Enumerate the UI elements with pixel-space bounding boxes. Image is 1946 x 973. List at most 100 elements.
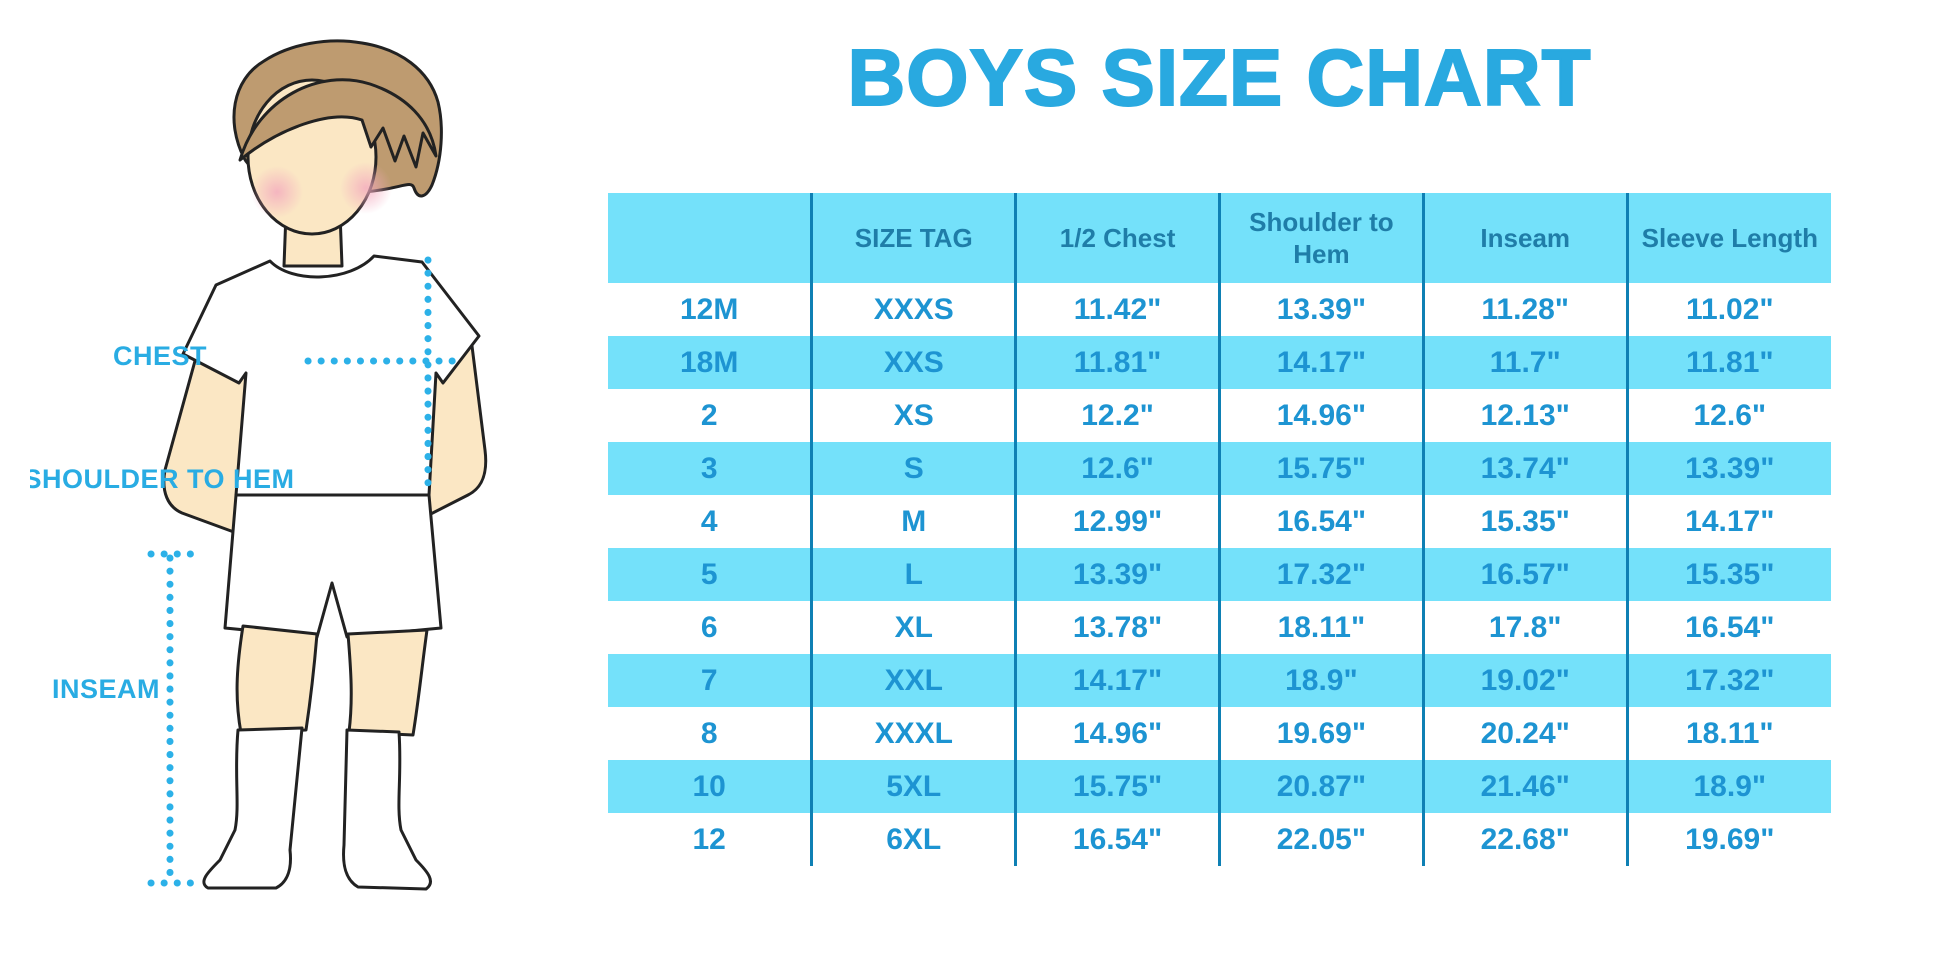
cell-size-tag: XXXS xyxy=(811,283,1018,336)
cell-half-chest: 14.17" xyxy=(1015,654,1221,707)
inseam-label: INSEAM xyxy=(52,674,160,704)
cell-shoulder-to-hem: 14.17" xyxy=(1219,336,1425,389)
right-leg xyxy=(346,628,429,737)
cell-inseam: 16.57" xyxy=(1423,548,1629,601)
table-row: 4 M 12.99" 16.54" 15.35" 14.17" xyxy=(608,495,1831,548)
cell-sleeve-length: 15.35" xyxy=(1627,548,1831,601)
cell-shoulder-to-hem: 16.54" xyxy=(1219,495,1425,548)
right-sock xyxy=(342,728,432,891)
cheek-right xyxy=(340,162,392,214)
cell-half-chest: 11.81" xyxy=(1015,336,1221,389)
cell-size-tag: XXXL xyxy=(811,707,1018,760)
cell-size: 5 xyxy=(608,548,814,601)
cell-shoulder-to-hem: 22.05" xyxy=(1219,813,1425,866)
left-leg xyxy=(235,624,319,735)
table-row: 18M XXS 11.81" 14.17" 11.7" 11.81" xyxy=(608,336,1831,389)
table-row: 12M XXXS 11.42" 13.39" 11.28" 11.02" xyxy=(608,283,1831,336)
cell-shoulder-to-hem: 15.75" xyxy=(1219,442,1425,495)
cell-shoulder-to-hem: 17.32" xyxy=(1219,548,1425,601)
cell-shoulder-to-hem: 13.39" xyxy=(1219,283,1425,336)
cell-inseam: 15.35" xyxy=(1423,495,1629,548)
table-row: 10 5XL 15.75" 20.87" 21.46" 18.9" xyxy=(608,760,1831,813)
cell-size-tag: S xyxy=(811,442,1018,495)
cell-half-chest: 12.99" xyxy=(1015,495,1221,548)
table-row: 7 XXL 14.17" 18.9" 19.02" 17.32" xyxy=(608,654,1831,707)
cell-inseam: 19.02" xyxy=(1423,654,1629,707)
col-header-size-tag: SIZE TAG xyxy=(811,193,1018,283)
cell-size-tag: 5XL xyxy=(811,760,1018,813)
cell-size-tag: XXS xyxy=(811,336,1018,389)
cell-size: 12 xyxy=(608,813,814,866)
col-header-inseam: Inseam xyxy=(1423,193,1629,283)
cell-size: 3 xyxy=(608,442,814,495)
cell-size-tag: XXL xyxy=(811,654,1018,707)
col-header-blank xyxy=(608,193,814,283)
cell-inseam: 11.28" xyxy=(1423,283,1629,336)
table-row: 3 S 12.6" 15.75" 13.74" 13.39" xyxy=(608,442,1831,495)
table-row: 2 XS 12.2" 14.96" 12.13" 12.6" xyxy=(608,389,1831,442)
cell-half-chest: 14.96" xyxy=(1015,707,1221,760)
cell-size-tag: 6XL xyxy=(811,813,1018,866)
cell-inseam: 21.46" xyxy=(1423,760,1629,813)
cell-half-chest: 13.78" xyxy=(1015,601,1221,654)
boy-illustration: CHEST SHOULDER TO HEM INSEAM xyxy=(30,39,488,891)
cell-half-chest: 11.42" xyxy=(1015,283,1221,336)
cell-size: 8 xyxy=(608,707,814,760)
size-table: SIZE TAG 1/2 Chest Shoulder to Hem Insea… xyxy=(608,193,1831,866)
cell-size-tag: XL xyxy=(811,601,1018,654)
cell-half-chest: 12.2" xyxy=(1015,389,1221,442)
cell-size: 7 xyxy=(608,654,814,707)
cell-sleeve-length: 11.02" xyxy=(1685,292,1774,326)
cell-half-chest: 12.6" xyxy=(1015,442,1221,495)
cell-size: 2 xyxy=(608,389,814,442)
cell-size: 4 xyxy=(608,495,814,548)
cell-inseam: 17.8" xyxy=(1423,601,1629,654)
cell-sleeve-length: 18.11" xyxy=(1685,716,1774,750)
cell-sleeve-length: 12.6" xyxy=(1693,398,1767,432)
cell-sleeve-length: 14.17" xyxy=(1685,504,1775,538)
cell-half-chest: 13.39" xyxy=(1015,548,1221,601)
cell-size-tag: XS xyxy=(811,389,1018,442)
t-shirt xyxy=(181,254,481,497)
shorts xyxy=(223,493,443,639)
cell-shoulder-to-hem: 14.96" xyxy=(1219,389,1425,442)
cell-shoulder-to-hem: 19.69" xyxy=(1219,707,1425,760)
hair-fringe xyxy=(238,78,438,169)
table-row: 12 6XL 16.54" 22.05" 22.68" 19.69" xyxy=(608,813,1831,866)
chest-label: CHEST xyxy=(113,341,207,371)
cell-shoulder-to-hem: 20.87" xyxy=(1219,760,1425,813)
cell-size: 6 xyxy=(608,601,814,654)
cheek-left xyxy=(251,166,303,218)
cell-size: 18M xyxy=(608,336,814,389)
cell-inseam: 22.68" xyxy=(1423,813,1629,866)
cell-inseam: 20.24" xyxy=(1423,707,1629,760)
boy-measurement-figure: CHEST SHOULDER TO HEM INSEAM xyxy=(30,25,530,925)
shoulder-to-hem-label: SHOULDER TO HEM xyxy=(30,464,295,494)
cell-sleeve-length: 19.69" xyxy=(1685,822,1775,856)
cell-inseam: 13.74" xyxy=(1423,442,1629,495)
cell-inseam: 12.13" xyxy=(1423,389,1629,442)
cell-shoulder-to-hem: 18.11" xyxy=(1219,601,1425,654)
cell-half-chest: 15.75" xyxy=(1015,760,1221,813)
size-table-container: SIZE TAG 1/2 Chest Shoulder to Hem Insea… xyxy=(608,193,1831,866)
page-title: BOYS SIZE CHART xyxy=(847,33,1592,123)
cell-size: 12M xyxy=(608,283,814,336)
cell-half-chest: 16.54" xyxy=(1015,813,1221,866)
left-arm xyxy=(162,348,252,537)
cell-sleeve-length: 16.54" xyxy=(1685,610,1775,644)
header-row: SIZE TAG 1/2 Chest Shoulder to Hem Insea… xyxy=(608,193,1831,283)
cell-sleeve-length: 18.9" xyxy=(1627,760,1831,813)
cell-size-tag: L xyxy=(811,548,1018,601)
cell-size: 10 xyxy=(608,760,814,813)
col-header-sleeve-length: Sleeve Length xyxy=(1627,193,1831,283)
cell-inseam: 11.7" xyxy=(1423,336,1629,389)
col-header-half-chest: 1/2 Chest xyxy=(1015,193,1221,283)
cell-sleeve-length: 13.39" xyxy=(1627,442,1831,495)
cell-size-tag: M xyxy=(811,495,1018,548)
table-row: 8 XXXL 14.96" 19.69" 20.24" 18.11" xyxy=(608,707,1831,760)
cell-sleeve-length: 11.81" xyxy=(1627,336,1831,389)
col-header-shoulder-to-hem: Shoulder to Hem xyxy=(1219,193,1425,283)
cell-sleeve-length: 17.32" xyxy=(1627,654,1831,707)
left-sock xyxy=(202,726,304,890)
